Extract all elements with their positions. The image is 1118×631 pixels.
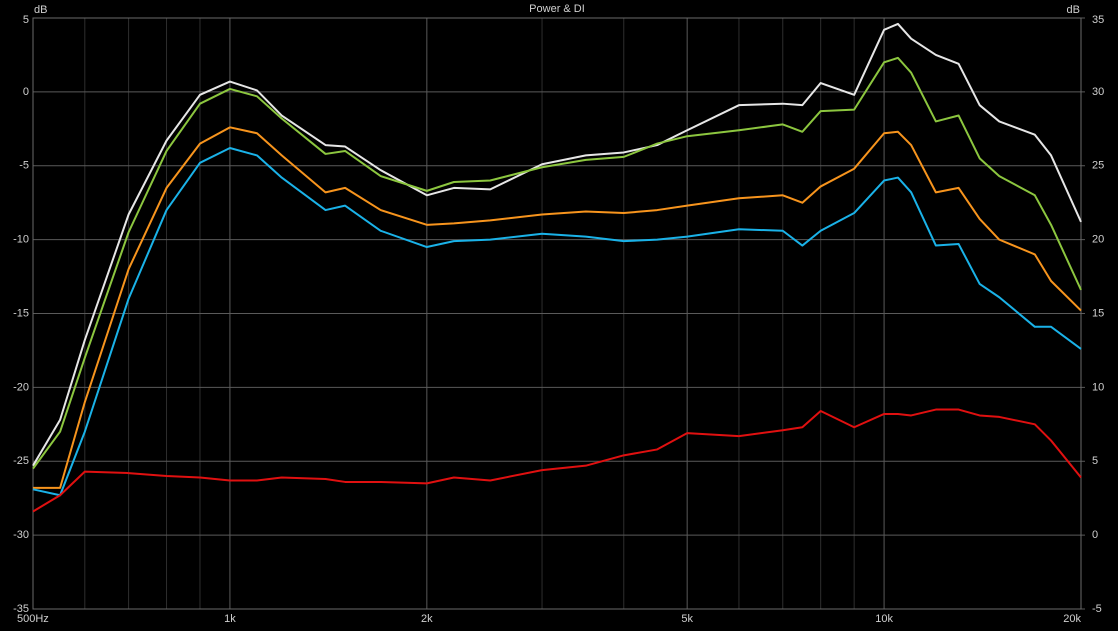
y-tick-label: -30 bbox=[13, 529, 29, 541]
y2-tick-label: 10 bbox=[1092, 381, 1104, 393]
series-line bbox=[32, 56, 1082, 470]
y2-tick-label: 35 bbox=[1092, 14, 1104, 26]
series-line bbox=[32, 22, 1082, 467]
x-tick-label: 2k bbox=[421, 613, 433, 625]
x-tick-label: 10k bbox=[875, 613, 893, 625]
y2-tick-label: 30 bbox=[1092, 86, 1104, 98]
x-tick-label: 5k bbox=[681, 613, 693, 625]
plot-frame bbox=[32, 17, 1082, 610]
y2-tick-label: 25 bbox=[1092, 160, 1104, 172]
series-line bbox=[33, 126, 1082, 489]
y2-axis-label: dB bbox=[1067, 4, 1080, 16]
y-tick-label: -5 bbox=[19, 160, 29, 172]
y-tick-label: -10 bbox=[13, 234, 29, 246]
series-line bbox=[32, 408, 1082, 513]
y2-tick-label: 0 bbox=[1092, 529, 1098, 541]
y-tick-label: -15 bbox=[13, 307, 29, 319]
y-axis-label: dB bbox=[34, 4, 47, 16]
y-tick-label: -20 bbox=[13, 381, 29, 393]
chart-title: Power & DI bbox=[529, 3, 585, 15]
y2-tick-label: -5 bbox=[1092, 603, 1102, 615]
y-tick-label: 5 bbox=[23, 14, 29, 26]
y2-tick-label: 5 bbox=[1092, 455, 1098, 467]
y-tick-label: -35 bbox=[13, 603, 29, 615]
series-line bbox=[32, 147, 1082, 497]
y2-tick-label: 20 bbox=[1092, 234, 1104, 246]
x-tick-label: 500Hz bbox=[17, 613, 49, 625]
y2-tick-label: 15 bbox=[1092, 307, 1104, 319]
x-tick-label: 20k bbox=[1063, 613, 1081, 625]
y-tick-label: 0 bbox=[23, 86, 29, 98]
x-tick-label: 1k bbox=[224, 613, 236, 625]
y-tick-label: -25 bbox=[13, 455, 29, 467]
